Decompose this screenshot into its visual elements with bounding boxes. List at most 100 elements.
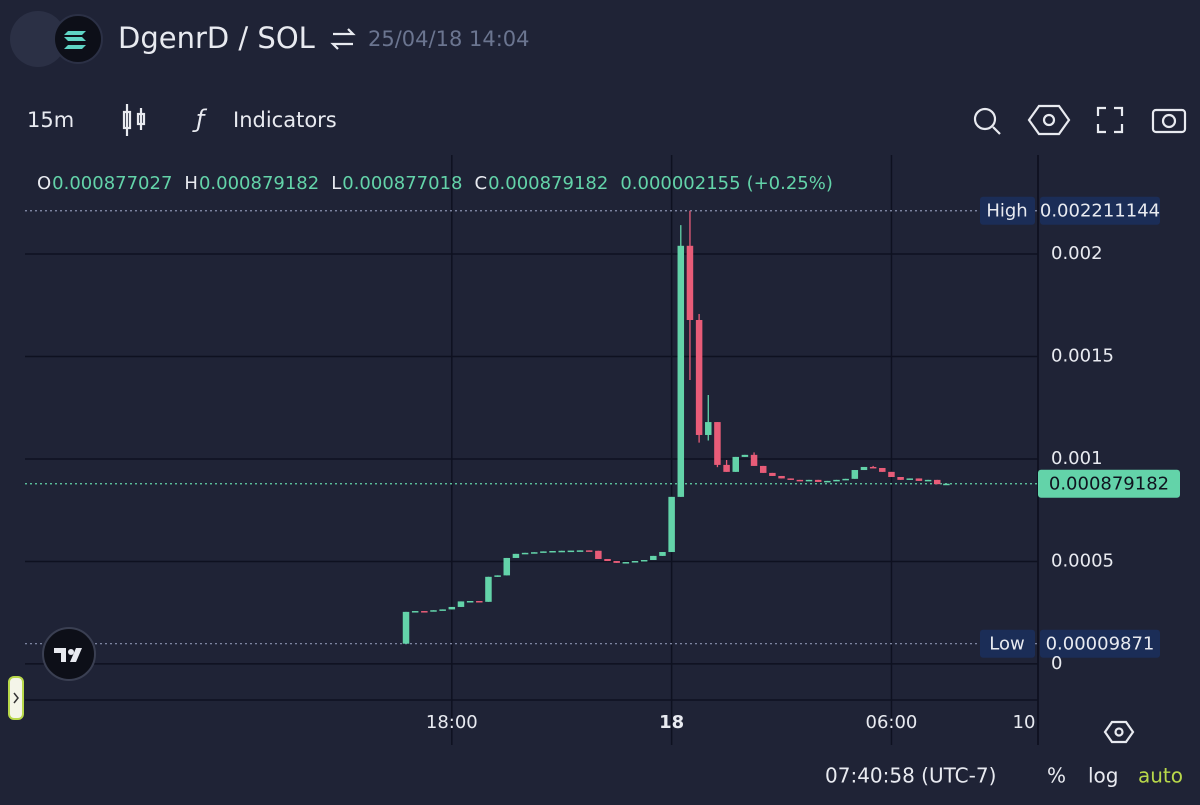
tv-logo-dot [68,649,74,655]
legend-item: 0.000879182 [199,173,319,194]
candle-body [402,611,410,644]
sol-icon [64,31,86,49]
price-line-label: Low [989,634,1024,655]
y-tick-label: 0 [1051,653,1062,674]
side-panel-toggle[interactable] [8,676,24,720]
price-lines: High 0.002211144 Low 0.00009871 0.000879182 [25,196,1180,658]
candle-body [567,550,575,553]
axis-labels: 0 0.0005 0.001 0.0015 0.002 18:00 18 06:00 10 [426,243,1114,733]
candle-body [558,550,565,553]
tv-logo-mark [54,648,82,662]
timestamp: 25/04/18 14:04 [368,27,530,51]
toggle-chevron [13,692,19,704]
candle-body [521,552,529,555]
candle-body [750,454,758,466]
candle-body [897,476,904,480]
price-line-value: 0.00009871 [1046,634,1155,655]
x-tick-label: 06:00 [866,712,918,733]
camera-icon[interactable] [1151,108,1187,134]
candle-body [796,479,804,482]
price-line-tag [980,629,1035,658]
x-tick-label: 10 [1013,712,1036,733]
candle-body [842,478,849,481]
candle-body [668,496,675,553]
price-line-value-tag [1040,629,1160,658]
x-tick-label: 18 [659,712,684,733]
candle-body [787,478,794,480]
candle-body [824,480,831,483]
candle-body [631,561,639,563]
candle-body [833,479,840,482]
candle-body [933,479,941,485]
candle-body [604,558,611,562]
grid [25,155,1039,745]
candle-body [741,454,749,457]
candle-body [640,560,648,562]
candle-body [686,245,694,320]
indicators-button[interactable]: Indicators [233,108,337,132]
y-tick-label: 0.002 [1051,243,1103,264]
fullscreen-icon[interactable] [1096,106,1124,134]
legend-item: 0.000877018 [342,173,462,194]
axis-settings-icon[interactable] [1103,720,1135,744]
candle-body [769,472,776,476]
alert-icon[interactable] [973,107,1001,135]
x-tick-label: 18:00 [426,712,478,733]
candle-body [576,550,584,552]
clock: 07:40:58 (UTC-7) [825,764,996,788]
candle-body [906,478,914,480]
candle-body [466,601,474,603]
interval[interactable]: 15m [27,108,74,132]
candle-body [851,470,859,479]
ohlc-legend: O 0.000877027 H 0.000879182 L 0.000877018 C 0.0… [37,173,833,194]
auto-toggle[interactable]: auto [1138,764,1183,788]
candle-body [439,609,446,611]
legend-item: C [475,173,488,194]
candle-body [915,478,923,481]
percent-toggle[interactable]: % [1047,764,1066,788]
candle-body [476,601,483,603]
candle-type-icon[interactable] [122,104,146,136]
candle-body [549,550,556,553]
y-tick-label: 0.001 [1051,448,1103,469]
candle-body [411,611,419,613]
candle-body [530,552,538,554]
candle-body [650,555,657,561]
swap-icon[interactable] [330,28,356,50]
candle-body [695,319,703,435]
legend-item: 0.000002155 [620,173,740,194]
candle-body [924,479,932,482]
axis-settings-center [1114,727,1124,737]
price-line-tag [980,196,1035,225]
settings-icon[interactable] [1027,104,1071,136]
candle-body [888,471,895,477]
candle-body [540,551,547,553]
pair-title: DgenrD / SOL [118,21,315,55]
candle-body [421,611,428,613]
candle-body [860,466,868,471]
y-tick-label: 0.0015 [1051,345,1114,366]
log-toggle[interactable]: log [1088,764,1119,788]
candle-body [723,464,730,472]
fx-icon[interactable]: ƒ [192,105,208,133]
candle-body [714,422,721,465]
candles [402,210,950,644]
candle-body [677,245,685,497]
legend-item: L [331,173,341,194]
legend-item: (+0.25%) [747,173,833,194]
candle-body [659,552,666,556]
candle-body [585,550,593,552]
settings-icon-center [1042,113,1056,127]
candle-body [457,601,465,607]
candle-body [759,465,767,473]
candle-body [494,575,501,577]
candle-body [595,550,602,559]
price-line-value: 0.002211144 [1040,201,1160,222]
candle-body [879,467,886,472]
candle-body [613,561,620,563]
legend-item: 0.000879182 [488,173,608,194]
candle-body [622,562,630,564]
candle-body [814,479,822,482]
